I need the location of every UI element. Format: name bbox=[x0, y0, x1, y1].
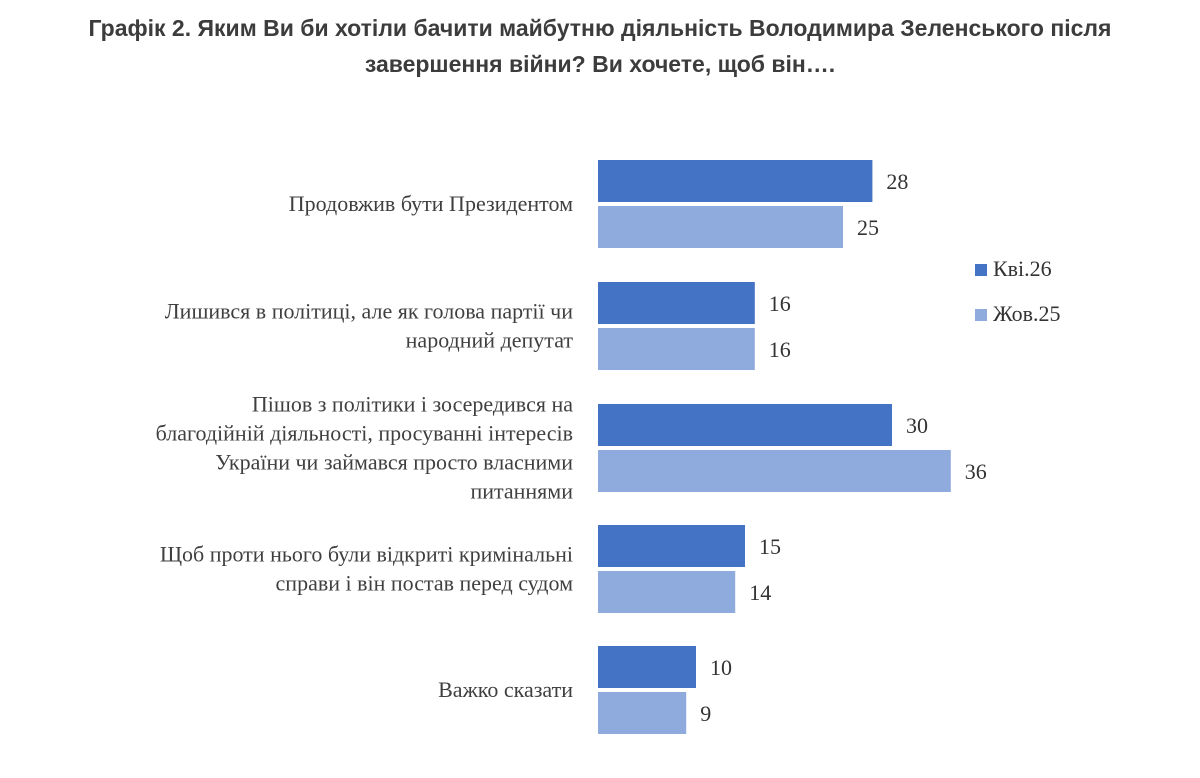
category-label: Продовжив бути Президентом bbox=[289, 191, 573, 216]
chart-title-line-1: Графік 2. Яким Ви би хотіли бачити майбу… bbox=[88, 15, 1112, 41]
category-label-line: Пішов з політики і зосередився на bbox=[252, 392, 573, 417]
category-label-line: Продовжив бути Президентом bbox=[289, 191, 573, 216]
chart-title: Графік 2. Яким Ви би хотіли бачити майбу… bbox=[0, 10, 1200, 82]
category-label-line: Лишився в політиці, але як голова партії… bbox=[165, 299, 573, 324]
data-label: 9 bbox=[700, 701, 711, 726]
legend-swatch bbox=[975, 309, 987, 321]
data-label: 36 bbox=[965, 459, 987, 484]
category-label-line: питаннями bbox=[470, 479, 573, 504]
bar-kvi26 bbox=[598, 282, 755, 324]
category-label-line: Щоб проти нього були відкриті кримінальн… bbox=[160, 542, 573, 567]
data-label: 14 bbox=[749, 580, 771, 605]
bar-kvi26 bbox=[598, 646, 696, 688]
data-label: 15 bbox=[759, 534, 781, 559]
bar-kvi26 bbox=[598, 160, 873, 202]
category-label: Важко сказати bbox=[438, 677, 573, 702]
legend-label: Кві.26 bbox=[993, 256, 1052, 281]
category-label-line: народний депутат bbox=[406, 328, 574, 353]
data-label: 28 bbox=[886, 169, 908, 194]
bar-zhov25 bbox=[598, 571, 736, 613]
data-label: 30 bbox=[906, 413, 928, 438]
category-label-line: благодійній діяльності, просуванні інтер… bbox=[156, 421, 573, 446]
category-label-line: справи і він постав перед судом bbox=[276, 571, 574, 596]
category-label: Пішов з політики і зосередився на благоді… bbox=[156, 392, 574, 504]
category-label: Щоб проти нього були відкриті кримінальн… bbox=[160, 542, 573, 596]
data-label: 16 bbox=[769, 291, 791, 316]
bar-zhov25 bbox=[598, 692, 687, 734]
data-label: 25 bbox=[857, 215, 879, 240]
legend-label: Жов.25 bbox=[993, 301, 1060, 326]
bar-kvi26 bbox=[598, 525, 745, 567]
bar-kvi26 bbox=[598, 404, 892, 446]
bar-zhov25 bbox=[598, 450, 951, 492]
category-label: Лишився в політиці, але як голова партії… bbox=[165, 299, 574, 353]
category-label-line: Важко сказати bbox=[438, 677, 573, 702]
legend-swatch bbox=[975, 264, 987, 276]
chart-title-line-2: завершення війни? Ви хочете, щоб він…. bbox=[364, 51, 836, 77]
data-label: 10 bbox=[710, 655, 732, 680]
category-label-line: України чи займався просто власними bbox=[215, 450, 573, 475]
bar-zhov25 bbox=[598, 328, 755, 370]
data-label: 16 bbox=[769, 337, 791, 362]
bar-zhov25 bbox=[598, 206, 843, 248]
